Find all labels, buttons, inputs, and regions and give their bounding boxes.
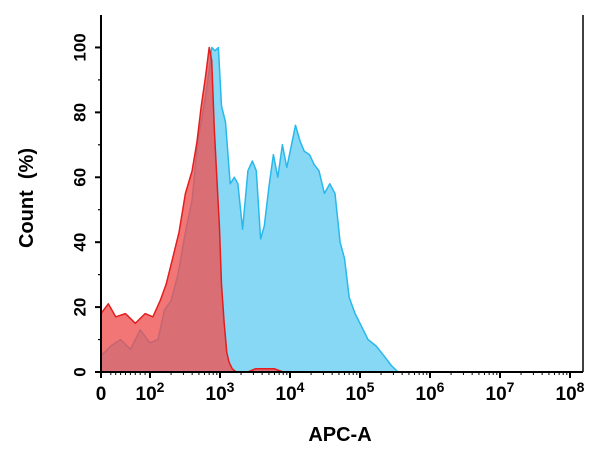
y-tick-label: 0	[70, 367, 89, 376]
y-tick-label: 100	[70, 33, 89, 61]
x-tick-label: 0	[96, 384, 107, 405]
y-tick-label: 40	[70, 233, 89, 252]
x-tick-label: 103	[206, 379, 235, 405]
x-axis-title: APC-A	[308, 424, 371, 446]
x-tick-label: 107	[486, 379, 515, 405]
y-axis-title: Count (%)	[16, 148, 38, 248]
x-tick-label: 106	[416, 379, 445, 405]
x-tick-label: 104	[276, 379, 305, 405]
axes: 0 20 40 60 80 100 0 102 103 104 105 106 107 108	[70, 15, 585, 405]
y-tick-label: 80	[70, 103, 89, 122]
series-layer	[100, 46, 399, 373]
x-tick-label: 105	[346, 379, 375, 405]
x-tick-label: 102	[136, 379, 165, 405]
x-tick-label: 108	[556, 379, 585, 405]
y-tick-label: 20	[70, 298, 89, 317]
y-tick-label: 60	[70, 168, 89, 187]
